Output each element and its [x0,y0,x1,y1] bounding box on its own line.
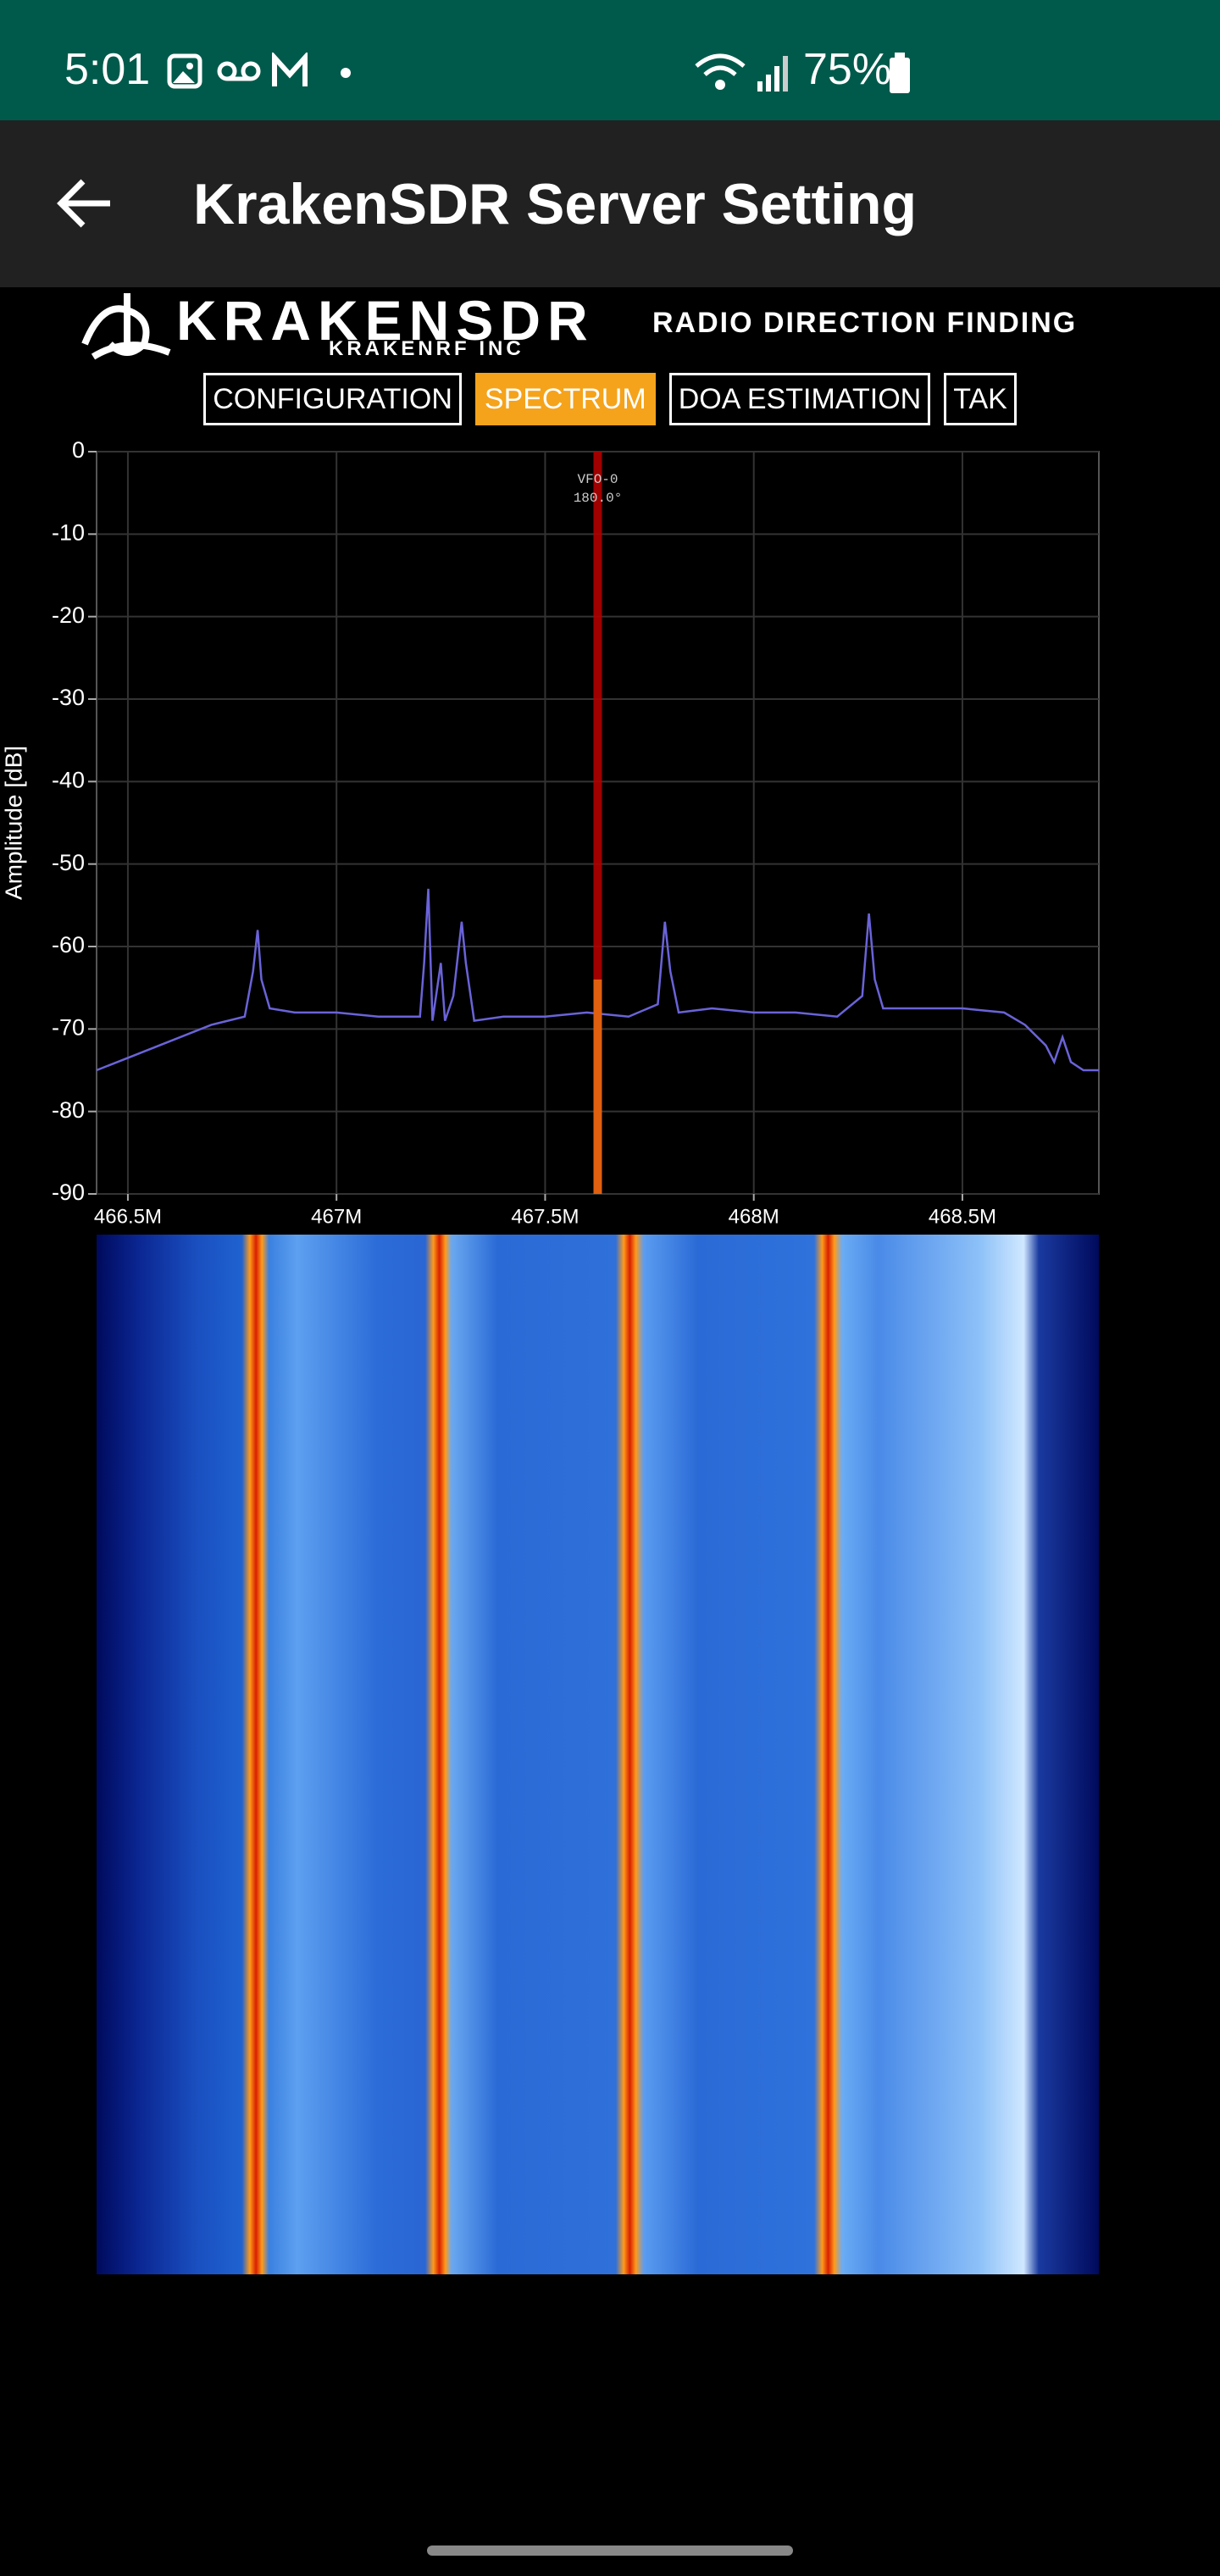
y-tick-label: -10 [52,519,85,545]
y-tick-label: -20 [52,602,85,628]
vfo-level [593,979,602,1194]
tab[interactable]: DOA ESTIMATION [668,373,931,425]
x-tick-label: 468.5M [929,1205,996,1228]
spectrum-chart: -90 -80 -70 -60 -50 -40 -30 -20 -10 0 466.5M 467M 46… [0,437,1100,1228]
vfo-label: VFO-0 [577,472,618,487]
y-axis-label: Amplitude [dB] [0,746,26,900]
signal-icons [695,53,788,92]
y-tick-label: -80 [52,1097,85,1123]
vfo-angle: 180.0° [574,491,623,506]
tab-bar: CONFIGURATION SPECTRUM DOA ESTIMATION TAK [0,373,1220,425]
x-tick-label: 468M [729,1205,779,1228]
y-tick-label: 0 [72,437,85,463]
tab[interactable]: SPECTRUM [474,373,656,425]
battery-level: 75% [803,45,892,94]
y-tick-label: -40 [52,767,85,792]
y-tick-label: -50 [52,850,85,875]
y-tick-label: -30 [52,685,85,710]
y-tick-label: -90 [52,1180,85,1205]
app-title: KrakenSDR Server Setting [193,172,918,236]
spectrum-line [96,888,1099,1072]
x-tick-label: 467M [311,1205,362,1228]
logo-mark [81,293,171,360]
x-tick-label: 466.5M [94,1205,162,1228]
vfo-band [593,452,602,1194]
gesture-bar [427,2545,793,2556]
battery-icon [890,53,910,93]
tab[interactable]: CONFIGURATION [203,373,462,425]
clock: 5:01 [64,45,151,94]
notification-icons [167,53,351,89]
tab[interactable]: TAK [944,373,1017,425]
y-tick-label: -60 [52,932,85,958]
waterfall [97,1235,1099,2274]
y-tick-label: -70 [52,1014,85,1040]
logo-text: KRAKENSDR [176,289,595,352]
x-tick-label: 467.5M [511,1205,579,1228]
logo-subtext: KRAKENRF INC [329,337,524,360]
tagline: RADIO DIRECTION FINDING [652,307,1078,339]
back-button[interactable] [56,178,114,229]
status-bar: 5:01 75% [0,0,1220,120]
app-bar: KrakenSDR Server Setting [0,120,1220,287]
